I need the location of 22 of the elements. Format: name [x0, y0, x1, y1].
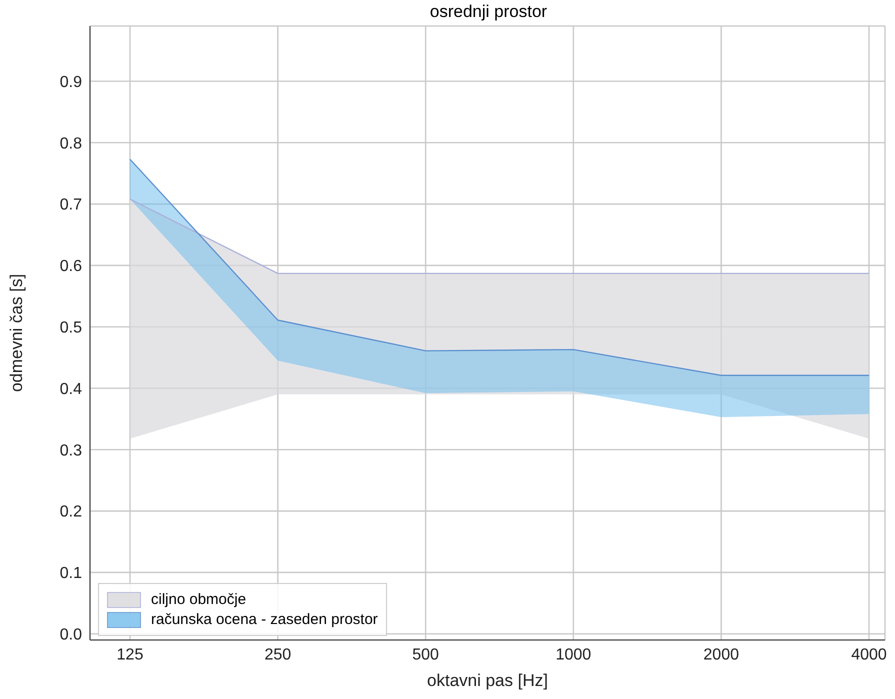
- x-tick-label: 250: [264, 646, 292, 664]
- y-axis-title: odmevni čas [s]: [7, 274, 26, 392]
- y-tick-label: 0.4: [60, 380, 82, 398]
- y-tick-label: 0.2: [60, 504, 82, 521]
- x-tick-label: 1000: [556, 646, 592, 664]
- legend-label: ciljno območje: [151, 591, 246, 608]
- y-tick-label: 0.1: [60, 565, 82, 582]
- legend-label: računska ocena - zaseden prostor: [151, 611, 378, 628]
- x-tick-label: 4000: [851, 646, 887, 664]
- y-tick-label: 0.5: [60, 320, 82, 337]
- x-axis-title: oktavni pas [Hz]: [427, 671, 548, 690]
- x-tick-label: 500: [412, 646, 440, 664]
- y-tick-label: 0.3: [60, 442, 82, 460]
- y-tick-label: 0.7: [60, 196, 82, 214]
- y-tick-label: 0.8: [60, 135, 82, 152]
- x-tick-label: 125: [116, 646, 144, 664]
- x-tick-label: 2000: [703, 646, 740, 664]
- y-tick-label: 0.9: [60, 74, 82, 91]
- y-tick-label: 0.0: [60, 626, 82, 644]
- line-series: [129, 158, 870, 376]
- chart-title: osrednji prostor: [428, 2, 548, 22]
- y-tick-label: 0.6: [60, 258, 82, 276]
